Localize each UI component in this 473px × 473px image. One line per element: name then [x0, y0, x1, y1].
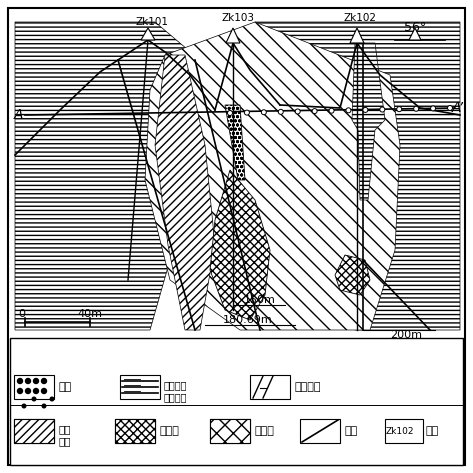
Polygon shape — [350, 28, 364, 43]
Polygon shape — [409, 28, 421, 40]
Polygon shape — [210, 170, 270, 320]
Polygon shape — [115, 419, 155, 443]
Circle shape — [312, 109, 317, 114]
Bar — [115, 419, 155, 443]
Polygon shape — [210, 419, 250, 443]
Circle shape — [397, 106, 402, 112]
Text: 钒孔: 钒孔 — [425, 426, 438, 436]
Circle shape — [447, 105, 453, 111]
Bar — [120, 375, 160, 399]
Text: Zk103: Zk103 — [221, 13, 254, 23]
Text: 180.69m: 180.69m — [223, 315, 273, 325]
Circle shape — [346, 108, 351, 113]
Circle shape — [34, 388, 38, 394]
Text: 150m: 150m — [244, 295, 276, 305]
Bar — [210, 419, 250, 443]
Text: A’: A’ — [452, 101, 464, 115]
Circle shape — [50, 397, 54, 401]
Text: 断裂: 断裂 — [344, 426, 357, 436]
Polygon shape — [15, 22, 215, 330]
Circle shape — [42, 378, 46, 384]
Circle shape — [329, 108, 334, 113]
Circle shape — [414, 106, 419, 111]
Text: A: A — [13, 108, 23, 122]
Text: 大理岩: 大理岩 — [159, 426, 179, 436]
Bar — [10, 338, 463, 465]
Circle shape — [26, 388, 30, 394]
Text: 0: 0 — [18, 309, 26, 319]
Text: Zk102: Zk102 — [343, 13, 377, 23]
Polygon shape — [14, 419, 54, 443]
Text: 金矿体: 金矿体 — [254, 426, 274, 436]
Polygon shape — [226, 28, 240, 43]
Text: 煸质紹云
石英片岩: 煸质紹云 石英片岩 — [164, 380, 187, 402]
Circle shape — [18, 388, 23, 394]
Circle shape — [363, 107, 368, 113]
Circle shape — [42, 388, 46, 394]
Circle shape — [34, 378, 38, 384]
Circle shape — [278, 109, 283, 114]
Bar — [385, 419, 423, 443]
Bar — [14, 419, 54, 443]
Circle shape — [32, 397, 36, 401]
Text: 浮土: 浮土 — [58, 382, 71, 392]
Polygon shape — [155, 55, 215, 330]
Text: 200m: 200m — [390, 330, 422, 340]
Text: Zk101: Zk101 — [135, 17, 168, 27]
Circle shape — [245, 110, 249, 115]
Circle shape — [18, 378, 23, 384]
Polygon shape — [255, 22, 460, 330]
Circle shape — [26, 378, 30, 384]
Circle shape — [22, 404, 26, 408]
Polygon shape — [141, 28, 155, 40]
Polygon shape — [352, 43, 385, 200]
Circle shape — [42, 404, 46, 408]
Bar — [300, 419, 340, 443]
Text: 40m: 40m — [78, 309, 103, 319]
Text: 56°: 56° — [404, 21, 426, 35]
Text: 闪长岩墙: 闪长岩墙 — [294, 382, 321, 392]
Text: 基性
岩墙: 基性 岩墙 — [58, 424, 70, 446]
Circle shape — [380, 107, 385, 112]
Bar — [250, 375, 290, 399]
Circle shape — [262, 110, 266, 115]
Text: Zk102: Zk102 — [386, 427, 414, 436]
Polygon shape — [225, 105, 245, 180]
Polygon shape — [145, 22, 400, 330]
Circle shape — [295, 109, 300, 114]
Circle shape — [430, 106, 436, 111]
Polygon shape — [335, 255, 370, 295]
Circle shape — [228, 111, 233, 115]
Bar — [14, 375, 54, 399]
